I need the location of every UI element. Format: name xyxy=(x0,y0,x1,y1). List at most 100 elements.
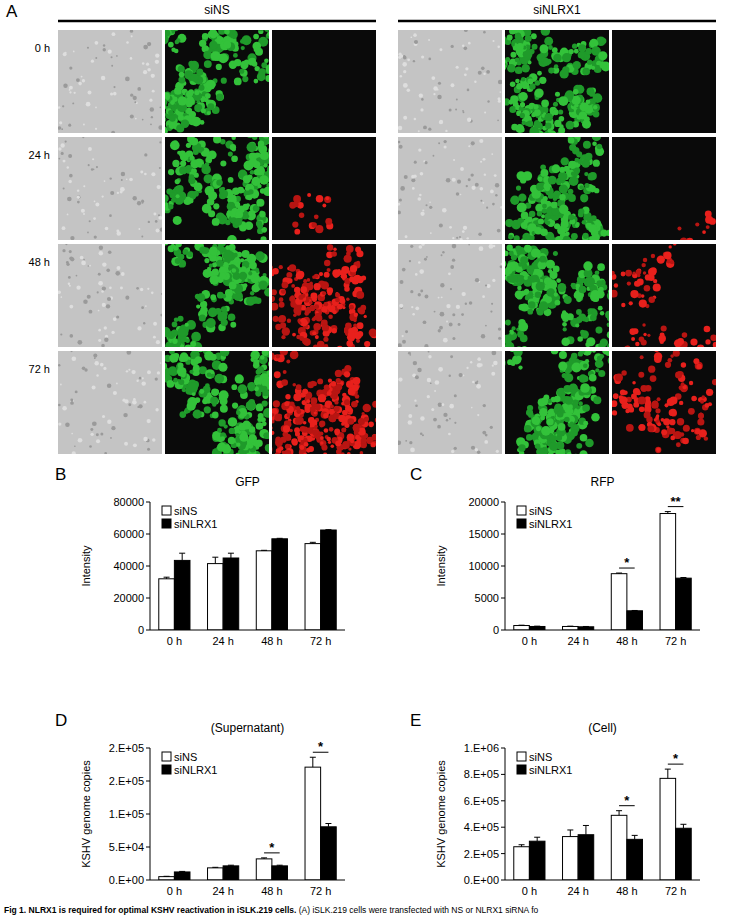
gfp-cell xyxy=(576,316,582,322)
cell-speck xyxy=(420,172,424,176)
cell-speck xyxy=(147,42,151,46)
rfp-cell xyxy=(310,293,317,300)
cell-speck xyxy=(468,244,470,246)
gfp-cell xyxy=(257,223,263,229)
group-header: siNS xyxy=(204,3,229,17)
cell-speck xyxy=(153,336,156,339)
cell-speck xyxy=(142,202,144,204)
cell-speck xyxy=(452,313,455,316)
gfp-cell xyxy=(217,292,224,299)
fluor-bg xyxy=(612,137,716,240)
gfp-cell xyxy=(243,283,248,288)
cell-speck xyxy=(138,228,140,230)
gfp-cell xyxy=(545,123,551,129)
cell-speck xyxy=(104,338,108,342)
gfp-cell xyxy=(224,30,230,34)
cell-speck xyxy=(115,271,120,276)
fluor-bg xyxy=(272,244,376,347)
gfp-cell xyxy=(531,33,537,39)
cell-speck xyxy=(133,196,137,200)
cell-speck xyxy=(111,65,113,67)
rfp-cell xyxy=(314,274,318,278)
cell-speck xyxy=(425,204,427,206)
cell-speck xyxy=(69,66,72,69)
cell-speck xyxy=(484,173,486,175)
rfp-cell xyxy=(332,269,340,277)
gfp-cell xyxy=(168,42,174,48)
cell-speck xyxy=(452,337,455,340)
gfp-cell xyxy=(165,98,167,107)
cell-speck xyxy=(160,107,162,109)
cell-speck xyxy=(442,251,444,253)
gfp-cell xyxy=(194,173,199,178)
gfp-cell xyxy=(558,109,563,114)
gfp-cell xyxy=(252,137,257,140)
cell-speck xyxy=(407,58,410,61)
gfp-cell xyxy=(580,194,588,202)
cell-speck xyxy=(400,186,405,191)
cell-speck xyxy=(464,47,468,51)
rfp-cell xyxy=(322,291,326,295)
gfp-cell xyxy=(210,294,216,300)
cell-speck xyxy=(498,327,501,330)
cell-speck xyxy=(143,45,148,50)
cell-speck xyxy=(486,284,490,288)
cell-speck xyxy=(82,79,85,82)
gfp-cell xyxy=(595,327,602,334)
cell-speck xyxy=(433,93,435,95)
gfp-cell xyxy=(234,59,241,66)
cell-speck xyxy=(446,320,448,322)
gfp-cell xyxy=(515,58,520,63)
gfp-cell xyxy=(510,81,516,87)
gfp-cell xyxy=(600,38,606,44)
gfp-cell xyxy=(246,137,254,138)
cell-speck xyxy=(105,227,109,231)
cell-speck xyxy=(487,100,489,102)
cell-speck xyxy=(117,192,119,194)
rfp-cell xyxy=(272,289,277,295)
cell-speck xyxy=(116,266,120,270)
gfp-cell xyxy=(577,336,583,342)
gfp-cell xyxy=(567,313,574,320)
gfp-cell xyxy=(579,185,583,189)
rfp-cell xyxy=(281,282,288,289)
gfp-cell xyxy=(566,121,575,130)
gfp-cell xyxy=(209,30,218,38)
cell-speck xyxy=(419,194,421,196)
rfp-cell xyxy=(294,287,300,293)
group-rule xyxy=(398,20,716,23)
gfp-cell xyxy=(219,273,226,280)
gfp-cell xyxy=(233,53,238,58)
gfp-cell xyxy=(229,195,236,202)
cell-speck xyxy=(398,141,400,144)
gfp-cell xyxy=(582,68,590,76)
cell-speck xyxy=(133,96,137,100)
rfp-cell xyxy=(327,268,331,272)
gfp-cell xyxy=(532,44,538,50)
cell-speck xyxy=(439,120,442,123)
gfp-cell xyxy=(191,138,198,145)
cell-speck xyxy=(142,119,144,121)
cell-speck xyxy=(137,87,141,91)
gfp-cell xyxy=(558,172,567,181)
cell-speck xyxy=(153,322,157,326)
cell-speck xyxy=(402,268,406,272)
micrograph xyxy=(398,244,502,347)
gfp-cell xyxy=(219,187,224,192)
gfp-cell xyxy=(189,174,195,180)
rfp-cell xyxy=(293,195,301,203)
gfp-cell xyxy=(553,251,558,256)
cell-speck xyxy=(68,276,71,279)
gfp-cell xyxy=(217,244,227,247)
cell-speck xyxy=(443,140,446,143)
rfp-cell xyxy=(366,347,372,348)
gfp-cell xyxy=(547,280,557,290)
micrograph xyxy=(272,30,376,133)
rfp-cell xyxy=(335,298,340,303)
cell-speck xyxy=(400,75,403,78)
micrograph xyxy=(58,137,162,240)
rfp-cell xyxy=(291,284,295,288)
gfp-cell xyxy=(510,52,516,58)
cell-speck xyxy=(153,213,156,216)
gfp-cell xyxy=(582,233,588,239)
